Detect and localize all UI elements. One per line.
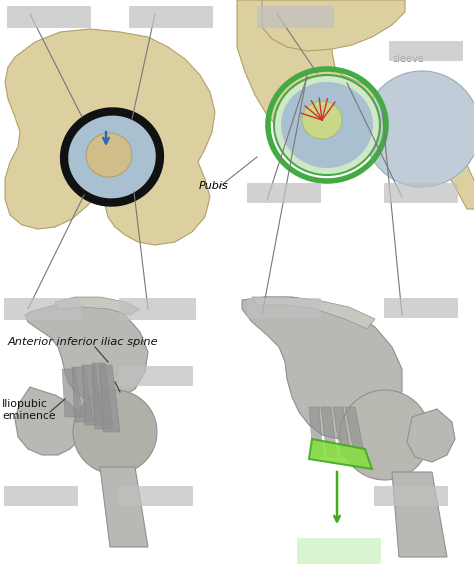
FancyBboxPatch shape (374, 486, 448, 506)
Polygon shape (407, 409, 455, 462)
Polygon shape (92, 363, 113, 429)
Polygon shape (5, 29, 215, 245)
FancyBboxPatch shape (247, 298, 321, 318)
Ellipse shape (67, 114, 157, 200)
FancyBboxPatch shape (4, 486, 78, 506)
Polygon shape (15, 387, 82, 455)
Text: Pubis: Pubis (199, 181, 229, 191)
Polygon shape (252, 297, 375, 329)
Ellipse shape (302, 101, 342, 139)
Circle shape (340, 390, 430, 480)
FancyBboxPatch shape (119, 486, 193, 506)
Ellipse shape (275, 76, 379, 174)
FancyBboxPatch shape (247, 183, 321, 203)
Ellipse shape (62, 109, 162, 204)
FancyBboxPatch shape (119, 298, 196, 320)
Circle shape (73, 390, 157, 474)
FancyBboxPatch shape (119, 366, 193, 386)
Text: Anterior inferior iliac spine: Anterior inferior iliac spine (8, 337, 159, 347)
Polygon shape (100, 365, 120, 432)
FancyBboxPatch shape (389, 41, 463, 61)
Polygon shape (242, 297, 402, 439)
Circle shape (364, 71, 474, 187)
Text: sleeve: sleeve (392, 54, 424, 64)
Polygon shape (62, 369, 83, 417)
Text: Iliopubic
eminence: Iliopubic eminence (2, 399, 55, 421)
FancyBboxPatch shape (384, 298, 458, 318)
Ellipse shape (281, 82, 373, 168)
Polygon shape (333, 407, 351, 457)
FancyBboxPatch shape (7, 6, 91, 28)
Polygon shape (72, 367, 93, 422)
FancyBboxPatch shape (297, 538, 381, 564)
FancyBboxPatch shape (129, 6, 213, 28)
Polygon shape (309, 407, 323, 457)
Polygon shape (321, 407, 337, 457)
Polygon shape (345, 407, 365, 457)
Polygon shape (100, 467, 148, 547)
Polygon shape (25, 302, 148, 402)
FancyBboxPatch shape (384, 183, 458, 203)
Ellipse shape (86, 133, 132, 177)
FancyBboxPatch shape (4, 298, 81, 320)
Polygon shape (262, 0, 405, 51)
Polygon shape (309, 439, 372, 469)
Polygon shape (437, 154, 474, 209)
FancyBboxPatch shape (257, 6, 334, 28)
Polygon shape (82, 365, 103, 425)
Polygon shape (237, 0, 385, 155)
Polygon shape (392, 472, 447, 557)
Polygon shape (55, 297, 140, 315)
